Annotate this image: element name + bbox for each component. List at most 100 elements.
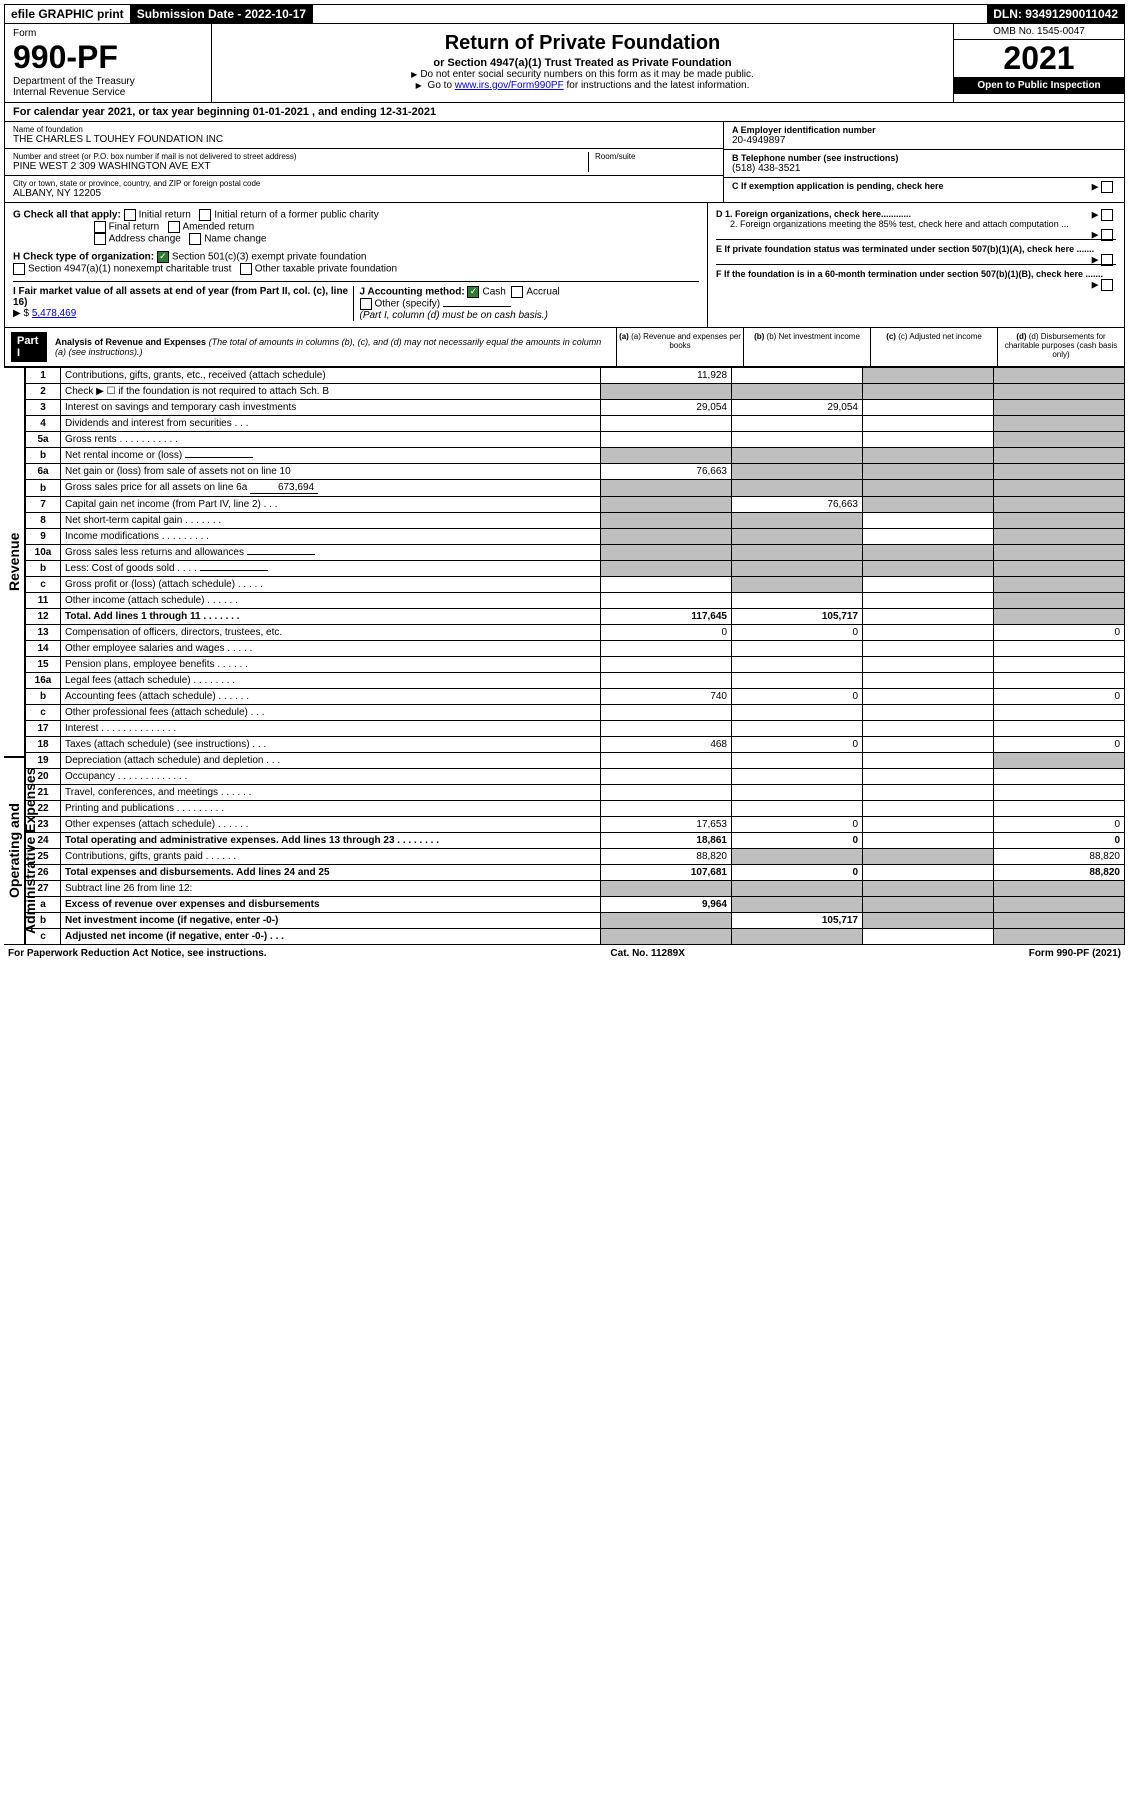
line-number: b — [26, 448, 61, 464]
line-description: Accounting fees (attach schedule) . . . … — [61, 689, 601, 705]
g-name-checkbox[interactable] — [189, 233, 201, 245]
col-b-value: 105,717 — [732, 609, 863, 625]
line-number: 9 — [26, 529, 61, 545]
col-b-value — [732, 673, 863, 689]
line-description: Legal fees (attach schedule) . . . . . .… — [61, 673, 601, 689]
col-d-value: 0 — [994, 625, 1125, 641]
h-501c3-checkbox[interactable] — [157, 251, 169, 263]
col-c-value — [863, 721, 994, 737]
col-b-value — [732, 897, 863, 913]
col-a-value — [601, 801, 732, 817]
col-d-value — [994, 593, 1125, 609]
h-4947-checkbox[interactable] — [13, 263, 25, 275]
f-row: F If the foundation is in a 60-month ter… — [716, 264, 1116, 279]
col-c-value — [863, 753, 994, 769]
col-c-value — [863, 929, 994, 945]
col-b-value — [732, 545, 863, 561]
col-c-value — [863, 737, 994, 753]
col-b-value: 0 — [732, 865, 863, 881]
form-url-link[interactable]: www.irs.gov/Form990PF — [455, 80, 564, 91]
col-d-value — [994, 368, 1125, 384]
col-d-value: 0 — [994, 737, 1125, 753]
col-c-value — [863, 561, 994, 577]
line-description: Capital gain net income (from Part IV, l… — [61, 497, 601, 513]
col-b-value — [732, 577, 863, 593]
foundation-name-cell: Name of foundation THE CHARLES L TOUHEY … — [5, 122, 723, 149]
line-number: 6a — [26, 464, 61, 480]
j-other-checkbox[interactable] — [360, 298, 372, 310]
f-checkbox[interactable] — [1101, 279, 1113, 291]
line-description: Printing and publications . . . . . . . … — [61, 801, 601, 817]
line-description: Other income (attach schedule) . . . . .… — [61, 593, 601, 609]
line-number: b — [26, 561, 61, 577]
j-accrual-checkbox[interactable] — [511, 286, 523, 298]
d1-checkbox[interactable] — [1101, 209, 1113, 221]
col-c-value — [863, 400, 994, 416]
col-d-header: (d) (d) Disbursements for charitable pur… — [997, 328, 1124, 366]
col-c-value — [863, 705, 994, 721]
col-d-value — [994, 657, 1125, 673]
e-checkbox[interactable] — [1101, 254, 1113, 266]
g-address-checkbox[interactable] — [94, 233, 106, 245]
col-a-value — [601, 480, 732, 497]
g-final-checkbox[interactable] — [94, 221, 106, 233]
col-d-value — [994, 785, 1125, 801]
col-a-value — [601, 913, 732, 929]
col-a-value: 468 — [601, 737, 732, 753]
line-number: 3 — [26, 400, 61, 416]
col-a-value: 107,681 — [601, 865, 732, 881]
col-a-value — [601, 416, 732, 432]
revenue-side-label: Revenue — [4, 367, 25, 757]
fmv-link[interactable]: 5,478,469 — [32, 308, 77, 319]
col-a-value — [601, 705, 732, 721]
line-description: Contributions, gifts, grants paid . . . … — [61, 849, 601, 865]
phone-value: (518) 438-3521 — [732, 163, 1116, 174]
table-row: 14Other employee salaries and wages . . … — [26, 641, 1125, 657]
line-description: Taxes (attach schedule) (see instruction… — [61, 737, 601, 753]
col-b-value — [732, 785, 863, 801]
col-d-value: 0 — [994, 833, 1125, 849]
col-a-value — [601, 673, 732, 689]
line-description: Gross sales less returns and allowances — [61, 545, 601, 561]
col-b-value — [732, 448, 863, 464]
g-initial-former-checkbox[interactable] — [199, 209, 211, 221]
col-c-value — [863, 593, 994, 609]
col-b-value — [732, 561, 863, 577]
table-row: 3Interest on savings and temporary cash … — [26, 400, 1125, 416]
col-a-value — [601, 753, 732, 769]
col-b-value — [732, 529, 863, 545]
col-b-value: 0 — [732, 817, 863, 833]
d2-checkbox[interactable] — [1101, 229, 1113, 241]
col-d-value — [994, 801, 1125, 817]
calendar-year-row: For calendar year 2021, or tax year begi… — [4, 103, 1125, 122]
table-row: 17Interest . . . . . . . . . . . . . . — [26, 721, 1125, 737]
col-c-value — [863, 785, 994, 801]
g-amended-checkbox[interactable] — [168, 221, 180, 233]
col-a-value: 740 — [601, 689, 732, 705]
g-initial-checkbox[interactable] — [124, 209, 136, 221]
col-b-value — [732, 769, 863, 785]
h-other-checkbox[interactable] — [240, 263, 252, 275]
col-d-value — [994, 769, 1125, 785]
line-description: Contributions, gifts, grants, etc., rece… — [61, 368, 601, 384]
exemption-checkbox[interactable] — [1101, 181, 1113, 193]
line-description: Subtract line 26 from line 12: — [61, 881, 601, 897]
line-description: Gross profit or (loss) (attach schedule)… — [61, 577, 601, 593]
col-c-value — [863, 577, 994, 593]
line-description: Adjusted net income (if negative, enter … — [61, 929, 601, 945]
col-d-value — [994, 497, 1125, 513]
col-b-value — [732, 384, 863, 400]
j-cash-checkbox[interactable] — [467, 286, 479, 298]
col-a-value — [601, 529, 732, 545]
e-row: E If private foundation status was termi… — [716, 239, 1116, 254]
col-a-value — [601, 785, 732, 801]
col-b-value — [732, 432, 863, 448]
dln: DLN: 93491290011042 — [987, 5, 1124, 23]
col-a-value — [601, 577, 732, 593]
col-a-value — [601, 448, 732, 464]
col-c-value — [863, 657, 994, 673]
year-end: 12-31-2021 — [380, 106, 436, 118]
col-a-value — [601, 881, 732, 897]
col-a-value — [601, 721, 732, 737]
exemption-pending-cell: C If exemption application is pending, c… — [724, 178, 1124, 194]
